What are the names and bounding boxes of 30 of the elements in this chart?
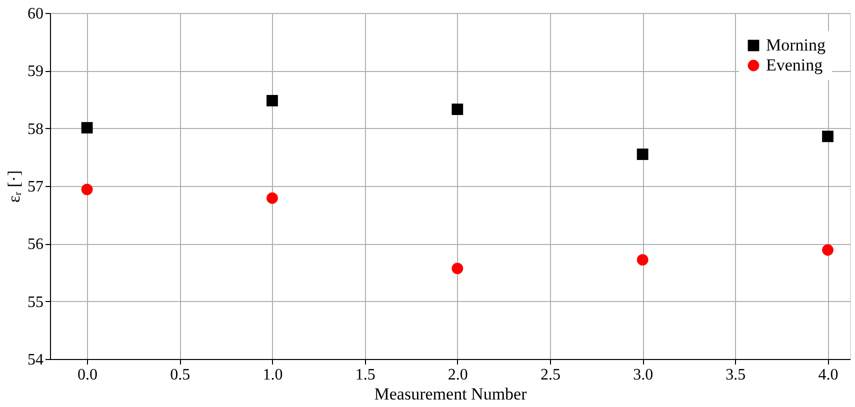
point bbox=[266, 192, 278, 204]
x-tick-label: 0.0 bbox=[78, 366, 98, 384]
x-tick-label: 4.0 bbox=[818, 366, 838, 384]
point bbox=[81, 122, 93, 134]
y-tick-label: 59 bbox=[28, 63, 44, 80]
x-tick-label: 3.0 bbox=[633, 366, 654, 384]
y-axis-title: εᵣ [·] bbox=[4, 170, 24, 203]
x-tick-label: 1.5 bbox=[355, 366, 376, 384]
point bbox=[266, 94, 278, 106]
y-tick-label: 60 bbox=[28, 6, 44, 22]
point bbox=[636, 148, 648, 160]
point bbox=[81, 184, 93, 196]
point bbox=[452, 104, 464, 116]
x-tick-label: 2.5 bbox=[540, 366, 560, 384]
x-tick-label: 0.5 bbox=[170, 366, 190, 384]
x-tick-label: 1.0 bbox=[262, 366, 283, 384]
x-tick-label: 3.5 bbox=[726, 366, 746, 384]
point bbox=[822, 244, 834, 256]
y-tick-label: 57 bbox=[28, 178, 44, 196]
point bbox=[636, 254, 648, 266]
y-tick-label: 56 bbox=[28, 236, 44, 254]
x-tick-label: 2.0 bbox=[448, 366, 468, 384]
y-tick-label: 54 bbox=[28, 352, 44, 368]
y-tick-label: 58 bbox=[28, 120, 44, 138]
legend-label: Evening bbox=[766, 56, 824, 74]
x-axis-title: Measurement Number bbox=[374, 384, 528, 404]
point bbox=[452, 262, 464, 274]
point bbox=[822, 130, 834, 142]
legend-label: Morning bbox=[766, 36, 826, 54]
y-tick-label: 55 bbox=[28, 294, 44, 311]
